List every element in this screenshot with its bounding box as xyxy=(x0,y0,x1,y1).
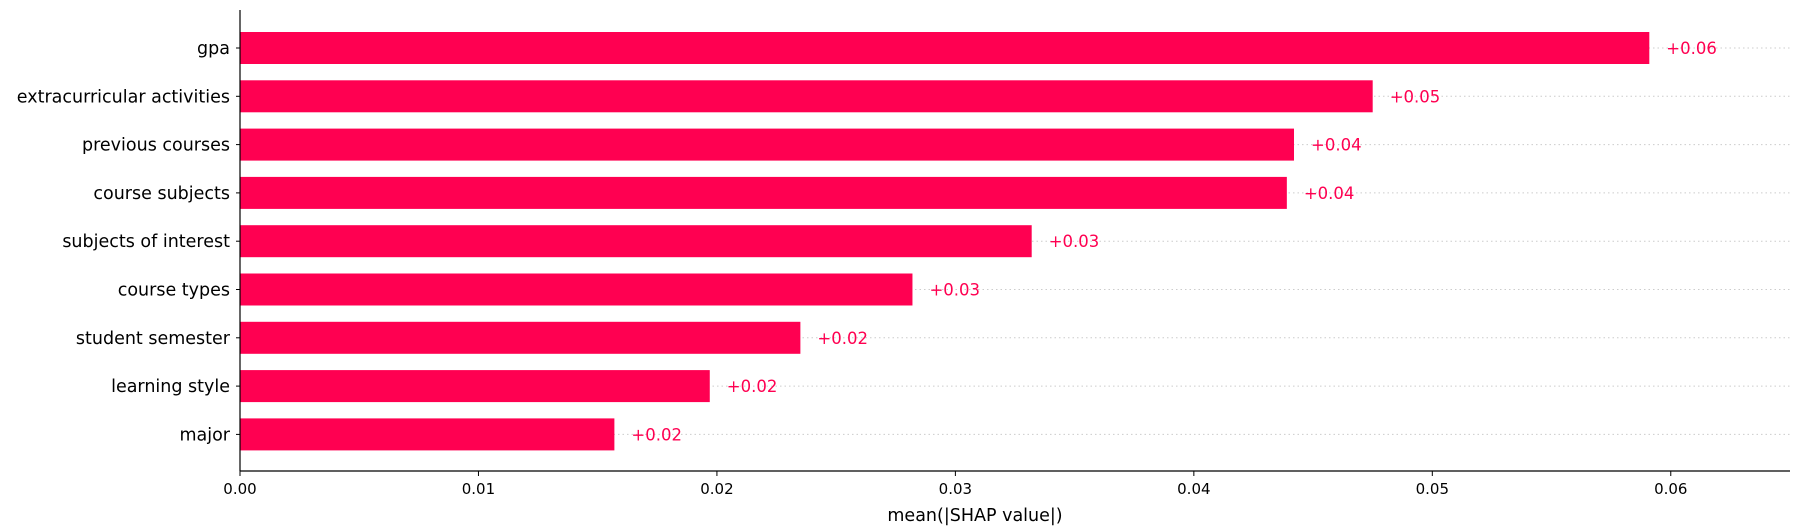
x-tick-label: 0.00 xyxy=(223,480,256,498)
bar-major xyxy=(240,418,615,451)
y-tick-label: course types xyxy=(118,281,230,301)
value-label: +0.05 xyxy=(1390,87,1441,106)
value-label: +0.02 xyxy=(817,329,868,348)
value-labels: +0.06 +0.05 +0.04 +0.04 +0.03 +0.03 +0.02 +0.02… xyxy=(631,39,1717,444)
value-label: +0.04 xyxy=(1304,184,1355,203)
y-tick-labels: gpa extracurricular activities previous co… xyxy=(17,39,240,445)
y-tick-label: major xyxy=(179,425,230,445)
x-ticks: 0.00 0.01 0.02 0.03 0.04 0.05 0.06 xyxy=(223,471,1687,498)
bar-learning-style xyxy=(240,370,710,403)
x-tick-label: 0.02 xyxy=(700,480,733,498)
bar-previous-courses xyxy=(240,128,1294,161)
y-tick-label: learning style xyxy=(111,377,230,397)
bar-course-types xyxy=(240,273,913,306)
value-label: +0.03 xyxy=(1049,232,1100,251)
value-label: +0.02 xyxy=(631,425,682,444)
x-tick-label: 0.04 xyxy=(1177,480,1210,498)
bar-student-semester xyxy=(240,321,801,354)
bars xyxy=(240,32,1650,451)
y-tick-label: course subjects xyxy=(93,184,230,204)
x-tick-label: 0.01 xyxy=(462,480,495,498)
value-label: +0.06 xyxy=(1666,39,1717,58)
value-label: +0.02 xyxy=(727,377,778,396)
y-tick-label: extracurricular activities xyxy=(17,87,230,107)
x-tick-label: 0.06 xyxy=(1654,480,1687,498)
x-tick-label: 0.03 xyxy=(939,480,972,498)
bar-gpa xyxy=(240,32,1650,64)
bar-course-subjects xyxy=(240,176,1287,209)
x-axis-label: mean(|SHAP value|) xyxy=(887,506,1062,526)
y-tick-label: gpa xyxy=(197,39,230,59)
value-label: +0.03 xyxy=(929,281,980,300)
bar-extracurricular-activities xyxy=(240,80,1373,113)
value-label: +0.04 xyxy=(1311,136,1362,155)
bar-subjects-of-interest xyxy=(240,225,1032,258)
y-tick-label: student semester xyxy=(76,329,231,349)
axes xyxy=(239,10,1790,472)
y-tick-label: previous courses xyxy=(82,136,230,156)
y-tick-label: subjects of interest xyxy=(62,232,230,252)
x-tick-label: 0.05 xyxy=(1416,480,1449,498)
